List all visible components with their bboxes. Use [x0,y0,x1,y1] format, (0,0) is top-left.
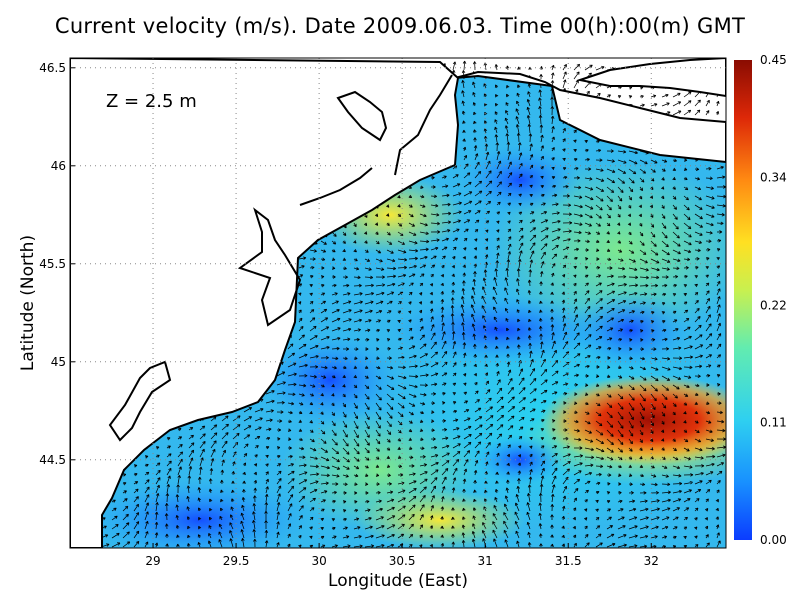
y-tick-label: 45.5 [39,257,66,271]
x-tick-label: 31 [478,554,493,568]
y-axis-ticks: 44.5 45 45.5 46 46.5 [39,61,75,467]
y-tick-label: 44.5 [39,453,66,467]
coastline-north-shore [454,70,726,164]
coastline-north-east [576,58,726,98]
depth-label: Z = 2.5 m [106,91,197,112]
y-axis-title: Latitude (North) [18,235,38,371]
coastline-inner-bay [108,360,172,442]
colorbar-labels: 0.00 0.11 0.22 0.34 0.45 [760,53,787,547]
y-tick-label: 46.5 [39,61,66,75]
colorbar [734,60,752,540]
x-tick-label: 30.5 [389,554,416,568]
colorbar-label: 0.22 [760,298,787,312]
x-axis-ticks: 29 29.5 30 30.5 31 31.5 32 [145,543,659,568]
x-tick-label: 31.5 [555,554,582,568]
y-tick-label: 46 [51,159,66,173]
map-title: Current velocity (m/s). Date 2009.06.03.… [54,14,746,38]
x-axis-title: Longitude (East) [328,571,468,591]
x-tick-label: 29 [145,554,160,568]
x-tick-label: 32 [644,554,659,568]
colorbar-label: 0.00 [760,533,787,547]
map-frame [69,57,727,549]
colorbar-label: 0.45 [760,53,787,67]
x-tick-label: 30 [311,554,326,568]
coastline-estuary [237,207,302,327]
field-blob [540,375,726,465]
field-blob [390,295,610,365]
y-tick-label: 45 [51,355,66,369]
field-blob [570,290,690,370]
field-blob [260,335,400,425]
colorbar-label: 0.34 [760,170,787,184]
grid-lines [70,58,726,548]
field-blob [355,490,525,548]
coastline-lagoon [299,167,373,206]
colorbar-label: 0.11 [760,416,787,430]
coastline-liman [336,90,388,142]
land-layer [70,58,726,548]
coastline-river [394,74,453,176]
x-tick-label: 29.5 [223,554,250,568]
